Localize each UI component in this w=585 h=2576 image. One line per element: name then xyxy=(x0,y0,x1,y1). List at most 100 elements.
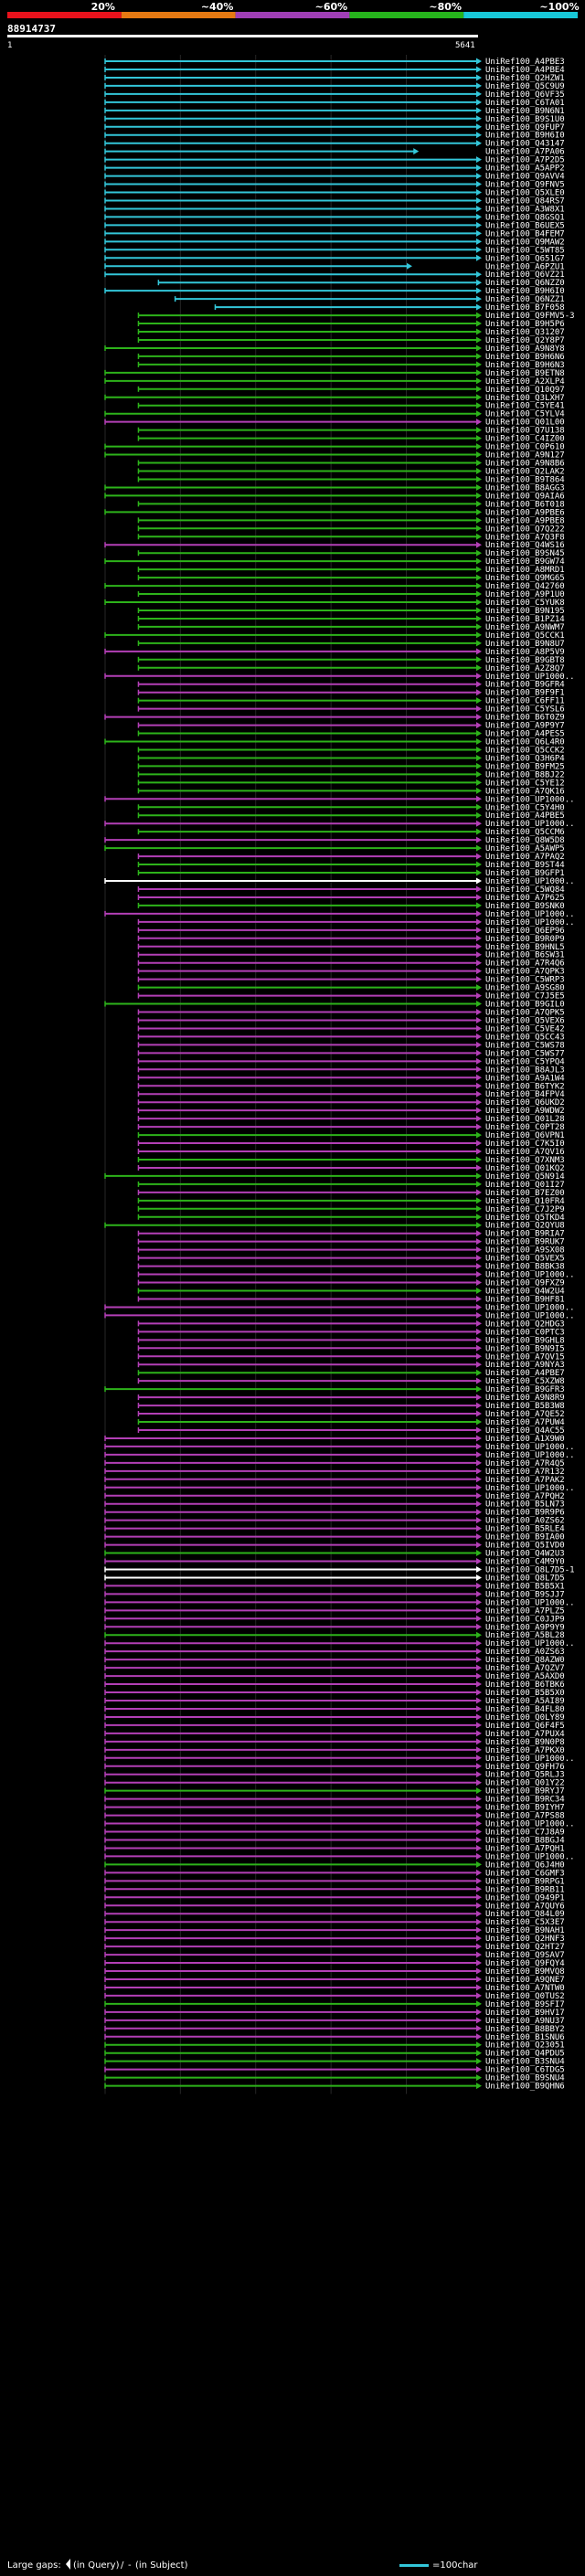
hit-row[interactable]: UniRef100_B8BJ22 xyxy=(137,770,565,779)
hit-row[interactable]: UniRef100_Q9FMV5-3 xyxy=(137,312,575,321)
hit-row[interactable]: UniRef100_B9GFR3 xyxy=(104,1385,565,1394)
hit-row[interactable]: UniRef100_Q6UKD2 xyxy=(137,1098,565,1108)
hit-row[interactable]: UniRef100_Q10Q97 xyxy=(137,386,565,395)
hit-label[interactable]: UniRef100_B4FEM7 xyxy=(485,229,565,239)
hit-label[interactable]: UniRef100_A9A1W4 xyxy=(485,1074,565,1083)
hit-row[interactable]: UniRef100_A0ZS63 xyxy=(104,1648,565,1657)
hit-label[interactable]: UniRef100_Q5N914 xyxy=(485,1172,565,1182)
hit-label[interactable]: UniRef100_Q6UKD2 xyxy=(485,1098,565,1108)
hit-label[interactable]: UniRef100_Q43147 xyxy=(485,140,565,149)
hit-label[interactable]: UniRef100_B9GIL0 xyxy=(485,1001,565,1010)
hit-row[interactable]: UniRef100_B9NAH1 xyxy=(104,1926,565,1935)
hit-label[interactable]: UniRef100_A2XLP4 xyxy=(485,377,565,387)
hit-row[interactable]: UniRef100_A7QPK3 xyxy=(137,968,565,977)
hit-row[interactable]: UniRef100_A7QV15 xyxy=(137,1352,565,1362)
hit-label[interactable]: UniRef100_B9RUK7 xyxy=(485,1238,565,1247)
hit-label[interactable]: UniRef100_B9NAH1 xyxy=(485,1926,565,1935)
hit-row[interactable]: UniRef100_UP1000.. xyxy=(104,1852,575,1861)
hit-row[interactable]: UniRef100_UP1000.. xyxy=(104,1754,575,1764)
hit-row[interactable]: UniRef100_A9N8B6 xyxy=(137,460,565,469)
hit-label[interactable]: UniRef100_B9RPG1 xyxy=(485,1877,565,1886)
hit-row[interactable]: UniRef100_Q9FNV5 xyxy=(104,181,565,190)
hit-row[interactable]: UniRef100_A3W8X1 xyxy=(104,205,565,214)
hit-label[interactable]: UniRef100_Q2Y8P7 xyxy=(485,336,565,345)
hit-row[interactable]: UniRef100_B8BK38 xyxy=(137,1263,565,1272)
hit-row[interactable]: UniRef100_A4PES5 xyxy=(137,730,565,739)
hit-label[interactable]: UniRef100_C5WQ84 xyxy=(485,885,565,895)
hit-row[interactable]: UniRef100_B9RPG1 xyxy=(104,1877,565,1886)
hit-label[interactable]: UniRef100_B8BBY2 xyxy=(485,2025,565,2034)
hit-label[interactable]: UniRef100_C5WT85 xyxy=(485,246,565,255)
hit-row[interactable]: UniRef100_Q01KQ2 xyxy=(137,1164,565,1173)
hit-row[interactable]: UniRef100_Q0LY89 xyxy=(104,1713,565,1723)
hit-label[interactable]: UniRef100_B8BK38 xyxy=(485,1263,565,1272)
hit-label[interactable]: UniRef100_Q4WS16 xyxy=(485,541,565,550)
hit-label[interactable]: UniRef100_Q9MAW2 xyxy=(485,238,565,247)
hit-label[interactable]: UniRef100_Q5XLE0 xyxy=(485,189,565,198)
hit-row[interactable]: UniRef100_A7QUY6 xyxy=(104,1902,565,1911)
hit-row[interactable]: UniRef100_C7J2P9 xyxy=(137,1205,565,1214)
hit-row[interactable]: UniRef100_Q0TUS2 xyxy=(104,1992,565,2001)
hit-row[interactable]: UniRef100_B9RIA7 xyxy=(137,1230,565,1239)
hit-label[interactable]: UniRef100_C7J2P9 xyxy=(485,1205,565,1214)
hit-row[interactable]: UniRef100_B6T0Z9 xyxy=(104,714,565,723)
hit-row[interactable]: UniRef100_B9HF81 xyxy=(137,1295,565,1304)
hit-label[interactable]: UniRef100_C0P610 xyxy=(485,443,565,452)
hit-label[interactable]: UniRef100_A9SX08 xyxy=(485,1246,565,1256)
hit-label[interactable]: UniRef100_A9PBE6 xyxy=(485,508,565,517)
hit-label[interactable]: UniRef100_Q9FMV5-3 xyxy=(485,312,575,321)
hit-label[interactable]: UniRef100_B5B3W8 xyxy=(485,1402,565,1411)
hit-row[interactable]: UniRef100_B9GHL8 xyxy=(137,1336,565,1345)
hit-row[interactable]: UniRef100_B9N0P8 xyxy=(104,1738,565,1747)
hit-label[interactable]: UniRef100_UP1000.. xyxy=(485,795,575,804)
hit-label[interactable]: UniRef100_B9IYH7 xyxy=(485,1804,565,1813)
hit-label[interactable]: UniRef100_B8AGG3 xyxy=(485,483,565,493)
hit-label[interactable]: UniRef100_Q4PDU5 xyxy=(485,2050,565,2059)
hit-label[interactable]: UniRef100_B5B5X1 xyxy=(485,1582,565,1591)
hit-label[interactable]: UniRef100_Q01L00 xyxy=(485,419,565,428)
hit-row[interactable]: UniRef100_Q9MAW2 xyxy=(104,238,565,247)
hit-label[interactable]: UniRef100_Q84L09 xyxy=(485,1910,565,1919)
hit-row[interactable]: UniRef100_C5X3E7 xyxy=(104,1918,565,1927)
hit-label[interactable]: UniRef100_B9GFR3 xyxy=(485,1385,565,1394)
hit-row[interactable]: UniRef100_Q01Y22 xyxy=(104,1779,565,1788)
hit-label[interactable]: UniRef100_A7Q3F8 xyxy=(485,533,565,542)
hit-label[interactable]: UniRef100_UP1000.. xyxy=(485,1443,575,1452)
hit-row[interactable]: UniRef100_C7J5E5 xyxy=(137,992,565,1002)
hit-label[interactable]: UniRef100_B9R9P6 xyxy=(485,1509,565,1518)
hit-row[interactable]: UniRef100_B9RUK7 xyxy=(137,1238,565,1247)
hit-row[interactable]: UniRef100_C5YUK8 xyxy=(104,599,565,608)
hit-row[interactable]: UniRef100_A8MRD1 xyxy=(137,566,565,575)
hit-row[interactable]: UniRef100_B9N195 xyxy=(137,607,565,616)
hit-label[interactable]: UniRef100_Q42760 xyxy=(485,582,565,591)
hit-label[interactable]: UniRef100_UP1000.. xyxy=(485,1754,575,1764)
hit-row[interactable]: UniRef100_B7F058 xyxy=(214,303,565,313)
hit-label[interactable]: UniRef100_UP1000.. xyxy=(485,1598,575,1607)
hit-row[interactable]: UniRef100_Q9AVV4 xyxy=(104,173,565,182)
hit-row[interactable]: UniRef100_A1X9W0 xyxy=(104,1435,565,1444)
hit-row[interactable]: UniRef100_B8AGG3 xyxy=(104,483,565,493)
hit-row[interactable]: UniRef100_Q01I27 xyxy=(137,1181,565,1190)
hit-row[interactable]: UniRef100_A7PA06 xyxy=(104,148,565,157)
hit-label[interactable]: UniRef100_A4PBE5 xyxy=(485,811,565,821)
hit-row[interactable]: UniRef100_B9GBT8 xyxy=(137,656,565,665)
hit-label[interactable]: UniRef100_C4M9Y0 xyxy=(485,1558,565,1567)
hit-label[interactable]: UniRef100_UP1000.. xyxy=(485,877,575,886)
hit-label[interactable]: UniRef100_B9MVQ8 xyxy=(485,1967,565,1977)
hit-label[interactable]: UniRef100_B9SN45 xyxy=(485,549,565,558)
hit-row[interactable]: UniRef100_B9GFR4 xyxy=(137,681,565,690)
hit-label[interactable]: UniRef100_UP1000.. xyxy=(485,1639,575,1648)
hit-row[interactable]: UniRef100_A9P9Y7 xyxy=(137,722,565,731)
hit-label[interactable]: UniRef100_B6TBK6 xyxy=(485,1680,565,1690)
hit-label[interactable]: UniRef100_A9P1U0 xyxy=(485,590,565,599)
hit-row[interactable]: UniRef100_B9RC34 xyxy=(104,1796,565,1805)
hit-label[interactable]: UniRef100_B9H6N3 xyxy=(485,361,565,370)
hit-row[interactable]: UniRef100_A7Q3F8 xyxy=(137,533,565,542)
hit-label[interactable]: UniRef100_C5YE41 xyxy=(485,402,565,411)
hit-row[interactable]: UniRef100_B9ETN8 xyxy=(104,369,565,378)
hit-label[interactable]: UniRef100_Q7U138 xyxy=(485,427,565,436)
hit-label[interactable]: UniRef100_B6T0Z9 xyxy=(485,714,565,723)
hit-label[interactable]: UniRef100_Q4W2U4 xyxy=(485,1288,565,1297)
hit-label[interactable]: UniRef100_A7PAQ2 xyxy=(485,853,565,862)
hit-label[interactable]: UniRef100_Q2HNF3 xyxy=(485,1935,565,1944)
